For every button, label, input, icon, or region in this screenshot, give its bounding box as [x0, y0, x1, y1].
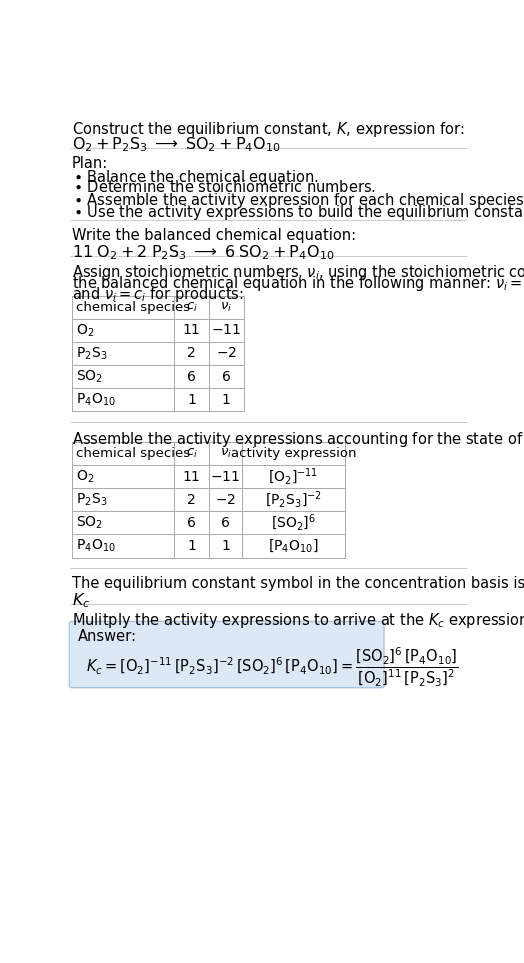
Text: $\mathrm{SO_2}$: $\mathrm{SO_2}$ [75, 369, 103, 385]
Text: $\bullet$ Assemble the activity expression for each chemical species.: $\bullet$ Assemble the activity expressi… [73, 191, 524, 210]
Text: $c_i$: $c_i$ [185, 300, 198, 314]
Text: Write the balanced chemical equation:: Write the balanced chemical equation: [72, 228, 356, 243]
Text: and $\nu_i = c_i$ for products:: and $\nu_i = c_i$ for products: [72, 285, 244, 304]
Text: $[\mathrm{SO_2}]^{6}$: $[\mathrm{SO_2}]^{6}$ [271, 512, 316, 534]
Text: 1: 1 [187, 539, 196, 553]
Text: $\mathrm{O_2}$: $\mathrm{O_2}$ [75, 323, 94, 339]
Text: 1: 1 [187, 393, 196, 406]
Text: $\mathrm{O_2 + P_2S_3 \;\longrightarrow\; SO_2 + P_4O_{10}}$: $\mathrm{O_2 + P_2S_3 \;\longrightarrow\… [72, 136, 280, 154]
Text: Assign stoichiometric numbers, $\nu_i$, using the stoichiometric coefficients, $: Assign stoichiometric numbers, $\nu_i$, … [72, 264, 524, 282]
FancyBboxPatch shape [69, 621, 384, 688]
Text: the balanced chemical equation in the following manner: $\nu_i = -c_i$ for react: the balanced chemical equation in the fo… [72, 274, 524, 293]
Text: 6: 6 [187, 370, 196, 383]
Text: $\mathrm{P_4O_{10}}$: $\mathrm{P_4O_{10}}$ [75, 392, 115, 408]
Text: $K_c$: $K_c$ [72, 591, 90, 611]
Text: 11: 11 [182, 470, 200, 483]
Text: Assemble the activity expressions accounting for the state of matter and $\nu_i$: Assemble the activity expressions accoun… [72, 429, 524, 449]
Text: $\bullet$ Use the activity expressions to build the equilibrium constant express: $\bullet$ Use the activity expressions t… [73, 202, 524, 221]
Text: $11\; \mathrm{O_2} + 2\; \mathrm{P_2S_3} \;\longrightarrow\; 6\; \mathrm{SO_2} +: $11\; \mathrm{O_2} + 2\; \mathrm{P_2S_3}… [72, 244, 334, 262]
Text: chemical species: chemical species [75, 447, 190, 460]
Text: 1: 1 [222, 393, 231, 406]
Text: $-11$: $-11$ [211, 324, 242, 337]
Text: chemical species: chemical species [75, 300, 190, 314]
Text: $\mathrm{P_2S_3}$: $\mathrm{P_2S_3}$ [75, 491, 107, 508]
Text: 6: 6 [221, 516, 230, 530]
Text: $[\mathrm{P_2S_3}]^{-2}$: $[\mathrm{P_2S_3}]^{-2}$ [265, 489, 322, 510]
Text: $c_i$: $c_i$ [185, 447, 198, 460]
Text: 1: 1 [221, 539, 230, 553]
Text: $\bullet$ Determine the stoichiometric numbers.: $\bullet$ Determine the stoichiometric n… [73, 179, 376, 195]
Text: $K_c = [\mathrm{O_2}]^{-11}\,[\mathrm{P_2S_3}]^{-2}\,[\mathrm{SO_2}]^{6}\,[\math: $K_c = [\mathrm{O_2}]^{-11}\,[\mathrm{P_… [85, 645, 458, 689]
Text: The equilibrium constant symbol in the concentration basis is:: The equilibrium constant symbol in the c… [72, 576, 524, 591]
Text: activity expression: activity expression [231, 447, 356, 460]
Text: $\bullet$ Balance the chemical equation.: $\bullet$ Balance the chemical equation. [73, 168, 319, 187]
Text: Construct the equilibrium constant, $K$, expression for:: Construct the equilibrium constant, $K$,… [72, 120, 464, 140]
Text: $-11$: $-11$ [211, 470, 241, 483]
Text: Mulitply the activity expressions to arrive at the $K_c$ expression:: Mulitply the activity expressions to arr… [72, 612, 524, 631]
Text: $\mathrm{SO_2}$: $\mathrm{SO_2}$ [75, 514, 103, 531]
Text: $\mathrm{P_2S_3}$: $\mathrm{P_2S_3}$ [75, 346, 107, 362]
Text: $[\mathrm{P_4O_{10}}]$: $[\mathrm{P_4O_{10}}]$ [268, 537, 319, 555]
Text: 6: 6 [187, 516, 196, 530]
Text: Plan:: Plan: [72, 156, 108, 170]
Text: $[\mathrm{O_2}]^{-11}$: $[\mathrm{O_2}]^{-11}$ [268, 466, 319, 487]
Text: Answer:: Answer: [78, 629, 137, 644]
Text: $\nu_i$: $\nu_i$ [220, 447, 232, 460]
Text: $-2$: $-2$ [216, 347, 237, 360]
Text: $\nu_i$: $\nu_i$ [221, 300, 232, 314]
Text: 2: 2 [187, 347, 196, 360]
Text: 11: 11 [182, 324, 200, 337]
Text: $\mathrm{P_4O_{10}}$: $\mathrm{P_4O_{10}}$ [75, 537, 115, 554]
Text: 6: 6 [222, 370, 231, 383]
Text: 2: 2 [187, 493, 196, 507]
Text: $-2$: $-2$ [215, 493, 236, 507]
Text: $\mathrm{O_2}$: $\mathrm{O_2}$ [75, 468, 94, 485]
